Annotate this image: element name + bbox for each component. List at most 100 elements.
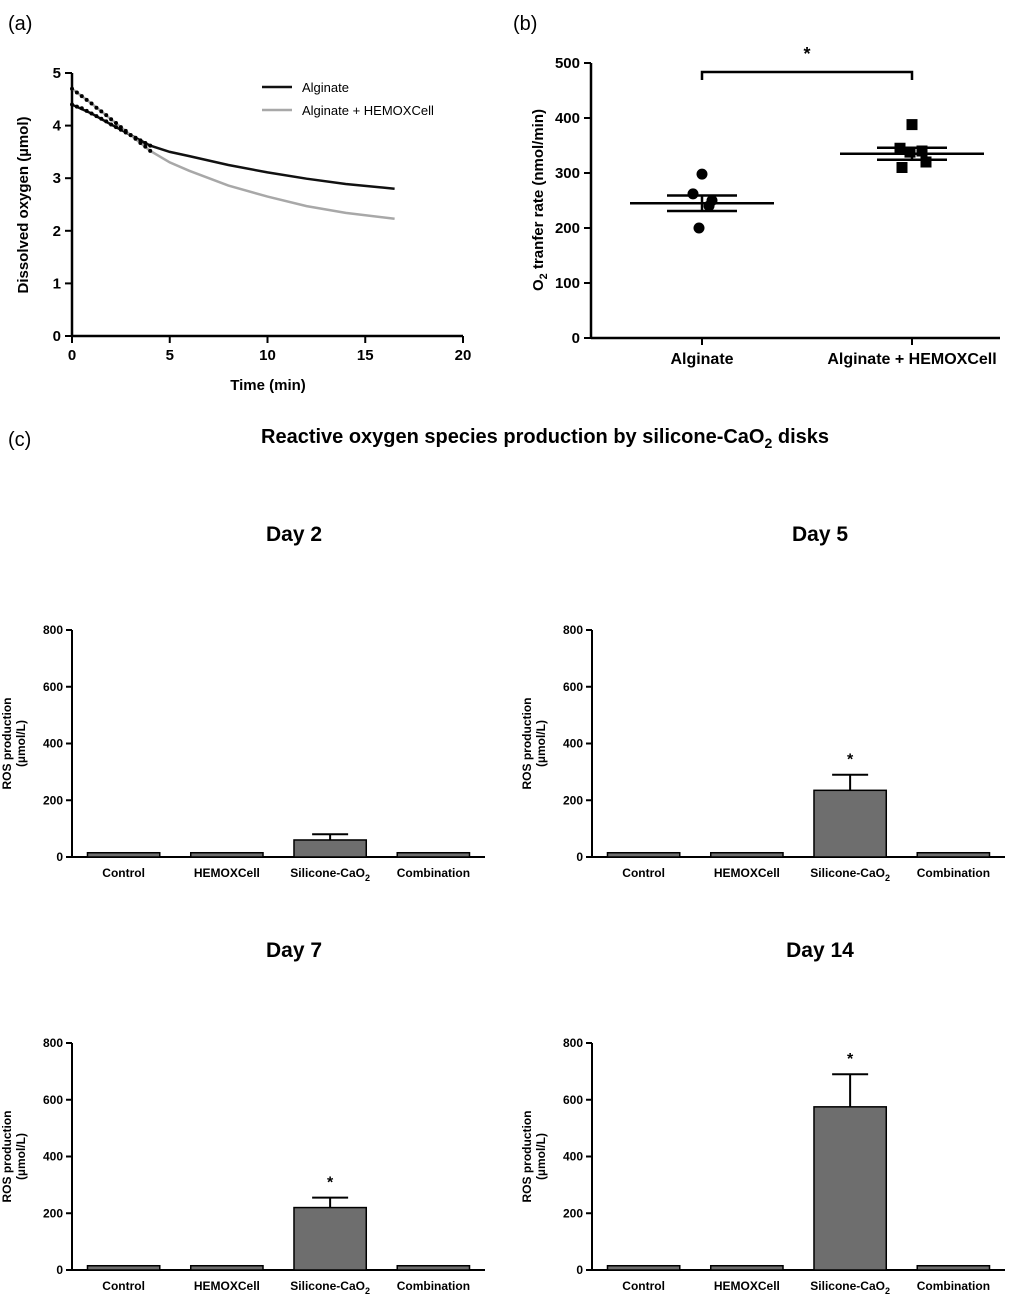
bar-category-label: Silicone-CaO2 xyxy=(290,866,370,883)
bar-category-label-main: HEMOXCell xyxy=(714,866,780,880)
bar-category-label-main: HEMOXCell xyxy=(194,866,260,880)
bar-category-label: Combination xyxy=(917,1279,990,1293)
bar-significance-star: * xyxy=(327,1175,334,1192)
panel-c-title-main: Reactive oxygen species production by si… xyxy=(261,426,765,448)
bar xyxy=(86,851,161,858)
chart-b-significance-bracket xyxy=(700,70,914,80)
chart-b-point xyxy=(896,162,908,173)
bar xyxy=(293,839,368,858)
bar-chart-title: Day 5 xyxy=(792,523,848,546)
chart-a-marker-point xyxy=(99,116,104,121)
chart-a-marker-point xyxy=(84,108,89,113)
bar-category-label-sub: 2 xyxy=(365,1286,370,1295)
chart-b-point xyxy=(693,222,705,234)
chart-a-marker-point xyxy=(113,125,118,130)
chart-b-x-tick-label: Alginate xyxy=(670,351,733,368)
bar-chart-ylabel: ROS production(µmol/L) xyxy=(520,1111,548,1203)
bar-category-label-main: Combination xyxy=(397,1279,470,1293)
bar-chart-y-tick-label: 800 xyxy=(563,1036,583,1050)
chart-a-x-tick-label: 0 xyxy=(68,347,76,364)
bar-chart-y-tick-label: 600 xyxy=(43,1093,63,1107)
bar-chart-y-tick-label: 600 xyxy=(563,1093,583,1107)
bar-chart-y-tick-label: 0 xyxy=(576,1263,583,1277)
bar-category-label-main: Combination xyxy=(917,866,990,880)
legend-label-hemox: Alginate + HEMOXCell xyxy=(302,103,434,118)
chart-a-x-tick-label: 10 xyxy=(259,347,276,364)
bar-category-label: Combination xyxy=(397,866,470,880)
bar xyxy=(709,851,784,858)
bar-chart-ylabel: ROS production(µmol/L) xyxy=(520,698,548,790)
chart-a-legend: Alginate Alginate + HEMOXCell xyxy=(262,80,434,118)
chart-a-marker-point xyxy=(89,101,94,106)
chart-b-y-tick-label: 200 xyxy=(555,220,580,237)
chart-a-marker-point xyxy=(109,117,114,122)
chart-a-marker-point xyxy=(133,136,138,141)
panel-c-title: Reactive oxygen species production by si… xyxy=(261,426,829,451)
chart-b: O2 tranfer rate (nmol/min) 0 100 200 300 400… xyxy=(530,44,1000,368)
bar-chart-ylabel: ROS production(µmol/L) xyxy=(0,1111,28,1203)
bar-chart-y-tick-label: 200 xyxy=(563,793,583,807)
bar-chart-title: Day 7 xyxy=(266,939,322,962)
bar-category-label: HEMOXCell xyxy=(714,1279,780,1293)
bar xyxy=(189,851,264,858)
bar-chart-y-tick-label: 200 xyxy=(563,1206,583,1220)
chart-a-marker-point xyxy=(148,143,153,148)
chart-a-y-tick-label: 2 xyxy=(53,223,61,240)
bar-chart-y-tick-label: 400 xyxy=(563,737,583,751)
bar-chart-ylabel-line2: (µmol/L) xyxy=(14,1133,28,1180)
bar xyxy=(293,1206,368,1271)
bar-category-label-main: Control xyxy=(102,866,145,880)
bar xyxy=(813,1106,888,1271)
legend-label-alginate: Alginate xyxy=(302,80,349,95)
chart-a-xlabel: Time (min) xyxy=(230,377,306,394)
chart-a-y-tick-label: 5 xyxy=(53,65,61,82)
bar-category-label-main: Control xyxy=(102,1279,145,1293)
bar-category-label: Silicone-CaO2 xyxy=(290,1279,370,1295)
bar-chart-title: Day 2 xyxy=(266,523,322,546)
bar-chart-2: Day 5 ROS production(µmol/L) 0 200 400 600 800… xyxy=(520,523,1005,883)
chart-a-marker-point xyxy=(123,128,128,133)
chart-b-point xyxy=(916,145,928,157)
chart-b-ylabel-sub: 2 xyxy=(538,273,550,279)
chart-a-marker-point xyxy=(70,102,74,107)
chart-b-point xyxy=(906,119,918,131)
bar-category-label: Control xyxy=(622,1279,665,1293)
chart-a-marker-point xyxy=(74,104,79,109)
chart-a-x-tick-label: 15 xyxy=(357,347,374,364)
chart-a-marker-point xyxy=(84,97,89,102)
chart-a-marker-point xyxy=(104,113,109,118)
chart-a-marker-point xyxy=(113,120,118,125)
chart-a-y-tick-label: 3 xyxy=(53,170,61,187)
chart-a-marker-point xyxy=(138,140,143,145)
bar xyxy=(813,789,888,858)
bar-category-label: Control xyxy=(622,866,665,880)
bar-category-label: Combination xyxy=(917,866,990,880)
chart-a-marker-point xyxy=(148,148,153,153)
bar-chart-1: Day 2 ROS production(µmol/L) 0 200 400 600 800… xyxy=(0,523,485,883)
bar-category-label: Combination xyxy=(397,1279,470,1293)
chart-a-series-line xyxy=(71,103,395,190)
bar-category-label: Control xyxy=(102,1279,145,1293)
chart-a-marker-point xyxy=(99,109,104,114)
chart-b-point xyxy=(696,168,708,180)
chart-b-y-tick-label: 100 xyxy=(555,275,580,292)
bar-chart-ylabel-line1: ROS production xyxy=(520,1111,534,1203)
chart-a-marker-point xyxy=(109,122,114,127)
bar-chart-y-tick-label: 200 xyxy=(43,1206,63,1220)
bar-chart-y-tick-label: 200 xyxy=(43,793,63,807)
chart-a-marker-point xyxy=(74,90,79,95)
bar-chart-y-tick-label: 600 xyxy=(43,680,63,694)
bar-category-label-sub: 2 xyxy=(885,1286,890,1295)
bar-chart-y-tick-label: 0 xyxy=(56,1263,63,1277)
chart-a-marker-point xyxy=(89,111,94,116)
chart-a-marker-point xyxy=(70,86,74,91)
bar-chart-y-tick-label: 800 xyxy=(563,623,583,637)
chart-a-y-tick-label: 0 xyxy=(53,328,61,345)
chart-a-marker-point xyxy=(128,133,133,138)
bar xyxy=(606,1264,681,1271)
bar-category-label-sub: 2 xyxy=(885,873,890,883)
bar-category-label: Silicone-CaO2 xyxy=(810,1279,890,1295)
bar-chart-3: Day 7 ROS production(µmol/L) 0 200 400 600 800… xyxy=(0,939,485,1295)
